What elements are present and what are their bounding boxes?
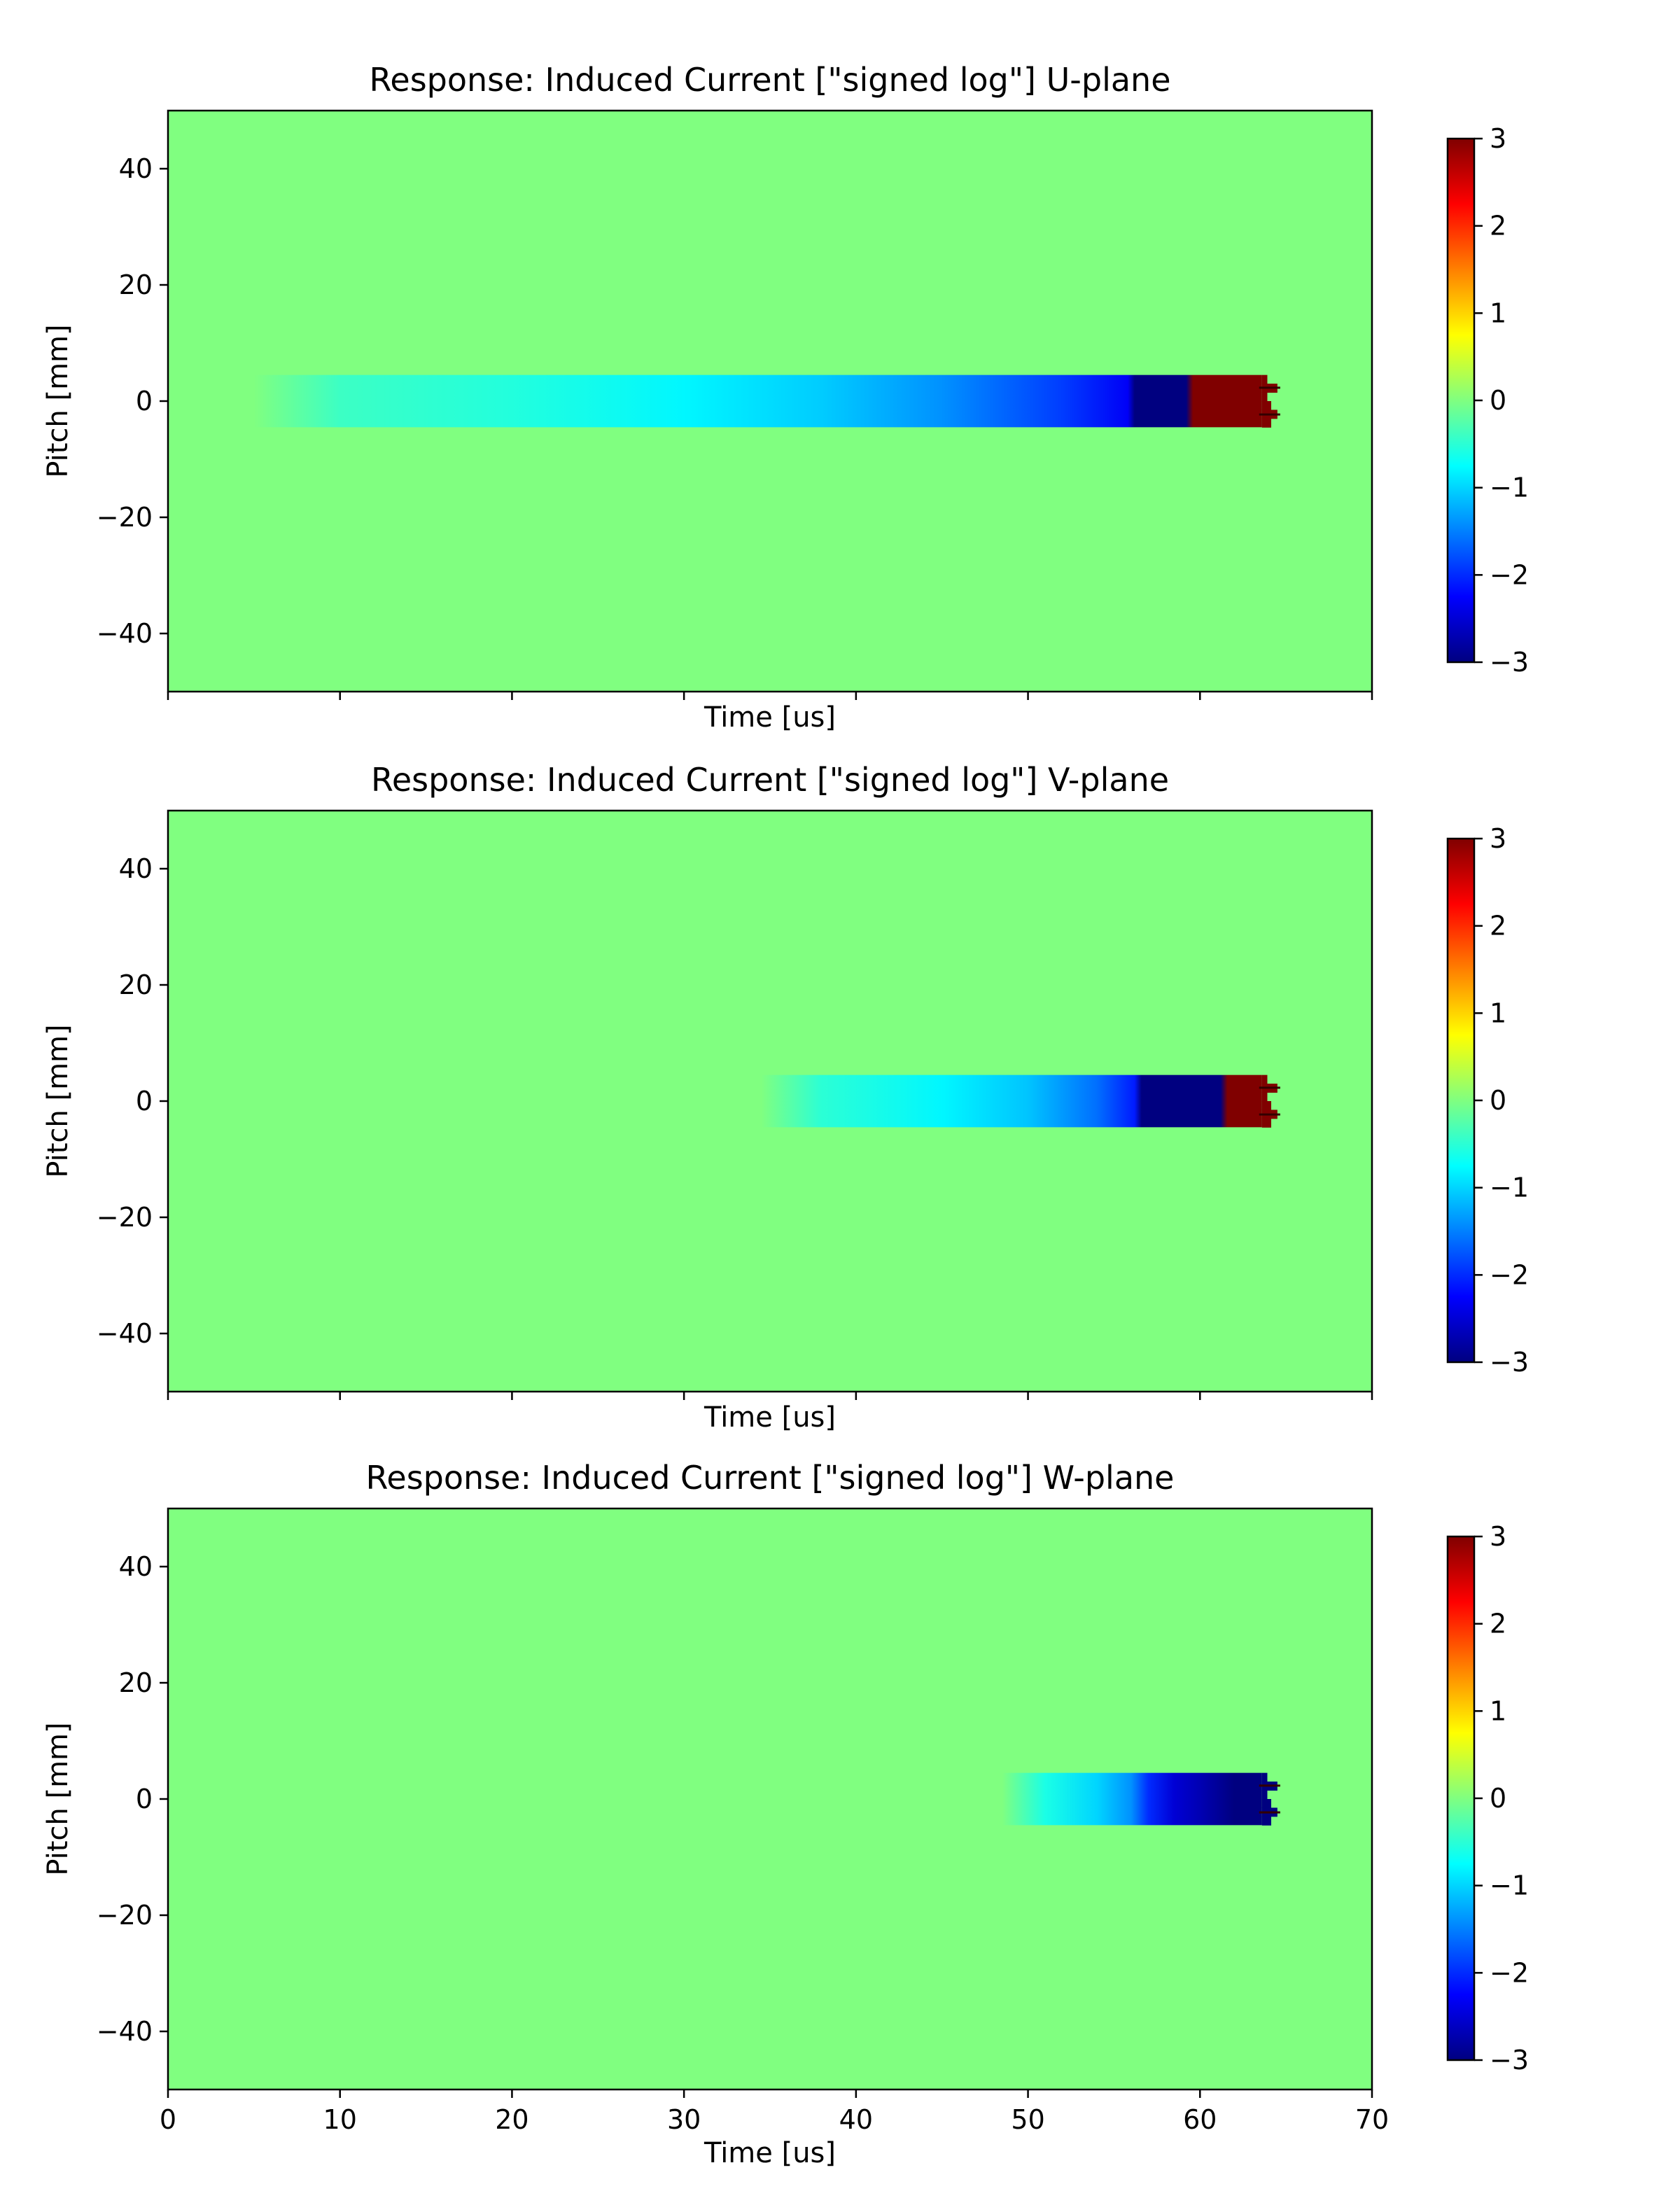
x-tick-label: 70 <box>1355 2104 1389 2135</box>
colorbar: −3 −2 −1 0 1 2 3 <box>1446 1521 1529 2076</box>
y-tick-label: 20 <box>119 1667 153 1698</box>
x-tick-label: 30 <box>667 2104 701 2135</box>
colorbar-tick-label: 0 <box>1490 385 1506 416</box>
colorbar-tick-label: −3 <box>1490 1347 1529 1378</box>
colorbar-tick-label: −2 <box>1490 1957 1529 1988</box>
colorbar-tick-label: −1 <box>1490 1172 1529 1203</box>
x-axis-label: Time [us] <box>704 1401 836 1434</box>
y-tick-label: −40 <box>97 1318 153 1349</box>
chart-title: Response: Induced Current ["signed log"]… <box>370 61 1171 99</box>
y-tick-label: 0 <box>136 386 153 416</box>
colorbar-tick-label: −3 <box>1490 2045 1529 2076</box>
panel-0: Response: Induced Current ["signed log"]… <box>42 61 1529 734</box>
signal-band-tail <box>1261 401 1272 410</box>
y-tick-label: −20 <box>97 502 153 533</box>
y-tick-label: 40 <box>119 853 153 884</box>
signal-band <box>253 374 1262 428</box>
x-axis-label: Time [us] <box>704 701 836 734</box>
x-tick-label: 0 <box>160 2104 176 2135</box>
y-tick-label: −20 <box>97 1900 153 1931</box>
colorbar-tick-label: 0 <box>1490 1085 1506 1116</box>
signal-band <box>761 1074 1262 1128</box>
colorbar-tick-label: 1 <box>1490 1695 1506 1726</box>
x-tick-label: 20 <box>495 2104 528 2135</box>
colorbar-tick-label: 0 <box>1490 1783 1506 1814</box>
colorbar-tick-label: 3 <box>1490 1521 1506 1552</box>
y-tick-label: 20 <box>119 270 153 300</box>
colorbar-tick-label: −1 <box>1490 1870 1529 1901</box>
colorbar-tick-label: −2 <box>1490 559 1529 590</box>
x-tick-label: 50 <box>1011 2104 1044 2135</box>
signal-band-tail <box>1261 1799 1272 1808</box>
x-tick-label: 10 <box>323 2104 357 2135</box>
colorbar-tick-label: 2 <box>1490 911 1506 941</box>
y-axis-label: Pitch [mm] <box>42 1024 74 1177</box>
y-tick-label: −40 <box>97 618 153 649</box>
signal-band-tail <box>1261 1816 1272 1826</box>
colorbar-tick-label: −2 <box>1490 1259 1529 1290</box>
colorbar-tick-label: 3 <box>1490 823 1506 854</box>
colorbar: −3 −2 −1 0 1 2 3 <box>1446 823 1529 1378</box>
x-tick-label: 40 <box>839 2104 873 2135</box>
y-axis-label: Pitch [mm] <box>42 1722 74 1875</box>
signal-band-tail <box>1261 1101 1272 1110</box>
signal-band-tail <box>1261 1092 1268 1102</box>
y-tick-label: 0 <box>136 1086 153 1116</box>
chart-title: Response: Induced Current ["signed log"]… <box>371 761 1169 799</box>
y-tick-label: −20 <box>97 1202 153 1233</box>
y-tick-label: 20 <box>119 969 153 1000</box>
signal-band-tail <box>1261 1790 1268 1800</box>
signal-band-tail <box>1261 1772 1268 1782</box>
signal-band-tail <box>1261 392 1268 402</box>
colorbar-tick-label: 3 <box>1490 123 1506 154</box>
y-tick-label: 40 <box>119 1551 153 1582</box>
colorbar-gradient <box>1446 1535 1476 2062</box>
y-axis-label: Pitch [mm] <box>42 324 74 477</box>
signal-band-tail <box>1261 418 1272 428</box>
x-axis-label: Time [us] <box>704 2137 836 2169</box>
colorbar-tick-label: 2 <box>1490 211 1506 241</box>
colorbar-tick-label: 2 <box>1490 1609 1506 1639</box>
y-tick-label: −40 <box>97 2016 153 2047</box>
colorbar-tick-label: −3 <box>1490 647 1529 678</box>
colorbar-tick-label: −1 <box>1490 472 1529 503</box>
panel-1: Response: Induced Current ["signed log"]… <box>42 761 1529 1434</box>
signal-band-tail <box>1261 374 1268 384</box>
signal-band <box>1002 1772 1262 1826</box>
colorbar: −3 −2 −1 0 1 2 3 <box>1446 123 1529 678</box>
colorbar-gradient <box>1446 837 1476 1364</box>
y-tick-label: 0 <box>136 1784 153 1814</box>
signal-band-tail <box>1261 1118 1272 1128</box>
colorbar-tick-label: 1 <box>1490 298 1506 328</box>
x-tick-label: 60 <box>1183 2104 1217 2135</box>
panel-2: Response: Induced Current ["signed log"]… <box>42 1459 1529 2169</box>
colorbar-gradient <box>1446 137 1476 664</box>
y-tick-label: 40 <box>119 153 153 184</box>
signal-band-tail <box>1261 1074 1268 1084</box>
chart-title: Response: Induced Current ["signed log"]… <box>366 1459 1175 1497</box>
colorbar-tick-label: 1 <box>1490 997 1506 1028</box>
